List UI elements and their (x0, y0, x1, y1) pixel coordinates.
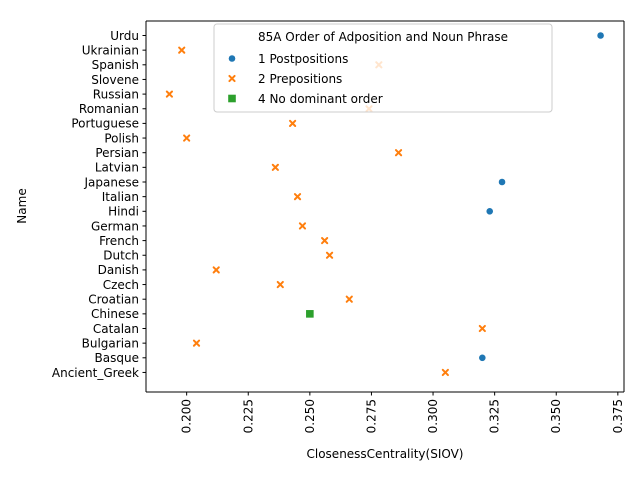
data-point (485, 207, 494, 216)
x-tick-label: 0.250 (303, 399, 317, 433)
y-tick-label: German (91, 219, 139, 233)
y-tick-label: Persian (95, 146, 139, 160)
legend-marker (228, 54, 236, 63)
legend-label: 2 Prepositions (258, 72, 342, 86)
data-point (596, 31, 605, 40)
data-point (498, 178, 506, 186)
legend-label: 4 No dominant order (258, 92, 383, 106)
x-tick-label: 0.275 (364, 399, 378, 433)
legend-label: 1 Postpositions (258, 52, 348, 66)
y-tick-label: Hindi (108, 205, 139, 219)
data-point (293, 193, 302, 201)
y-tick-label: Romanian (79, 102, 139, 116)
y-tick-label: Czech (103, 278, 139, 292)
x-tick-label: 0.350 (549, 399, 563, 433)
y-tick-label: Russian (93, 87, 139, 101)
legend-marker (228, 94, 236, 103)
legend: 85A Order of Adposition and Noun Phrase … (213, 23, 553, 113)
x-axis-label: ClosenessCentrality(SIOV) (307, 447, 464, 461)
x-tick-label: 0.225 (241, 399, 255, 433)
y-tick-label: Catalan (93, 322, 139, 336)
y-tick-label: Bulgarian (82, 336, 139, 350)
y-tick-label: Basque (95, 351, 139, 365)
x-tick-label: 0.375 (611, 399, 625, 433)
y-tick-label: Latvian (95, 161, 139, 175)
data-point (192, 339, 201, 347)
data-point (298, 222, 307, 230)
data-point (276, 280, 284, 289)
data-point (271, 163, 279, 171)
y-tick-label: Urdu (110, 29, 139, 43)
data-point (441, 368, 449, 377)
y-tick-label: Chinese (91, 307, 139, 321)
data-point (183, 134, 191, 142)
data-point (325, 251, 334, 259)
data-point (289, 119, 297, 127)
data-point (212, 266, 220, 274)
axes (145, 20, 625, 393)
data-point (321, 237, 329, 245)
data-point (165, 90, 174, 98)
x-tick-label: 0.325 (488, 399, 502, 433)
legend-marker (228, 74, 236, 83)
data-point (345, 295, 353, 303)
y-tick-label: Italian (102, 190, 139, 204)
y-tick-label: Croatian (88, 293, 139, 307)
y-tick-label: Danish (98, 263, 139, 277)
y-tick-label: Japanese (84, 175, 140, 189)
y-tick-label: Polish (104, 131, 139, 145)
legend-title: 85A Order of Adposition and Noun Phrase (258, 30, 508, 44)
y-tick-label: Slovene (91, 73, 139, 87)
data-point (178, 46, 186, 54)
y-tick-label: French (99, 234, 139, 248)
data-point (394, 149, 403, 157)
data-point (478, 324, 486, 333)
data-point (478, 353, 487, 362)
x-tick-label: 0.200 (180, 399, 194, 433)
y-tick-label: Spanish (92, 58, 139, 72)
y-tick-label: Ukrainian (82, 43, 139, 57)
y-tick-label: Ancient_Greek (52, 366, 139, 380)
y-tick-label: Dutch (103, 249, 139, 263)
y-axis-label: Name (15, 188, 29, 223)
legend-box (213, 23, 553, 113)
x-tick-label: 0.300 (426, 399, 440, 433)
y-tick-label: Portuguese (71, 117, 139, 131)
data-point (306, 310, 314, 318)
